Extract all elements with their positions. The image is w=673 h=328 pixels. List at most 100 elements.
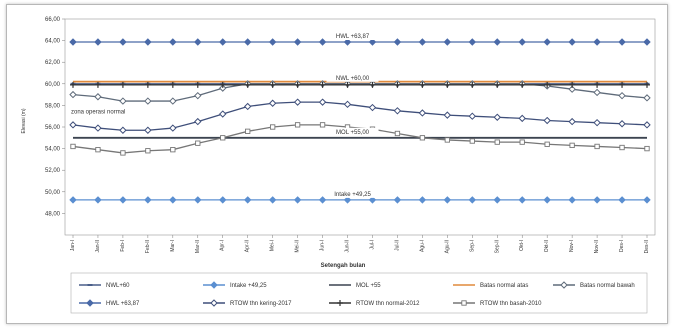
x-tick-label: Nov-I xyxy=(569,240,575,252)
series-1 xyxy=(69,196,651,204)
data-point xyxy=(70,81,76,88)
series-5 xyxy=(69,38,651,46)
data-point xyxy=(194,38,202,46)
data-point xyxy=(268,196,277,204)
annotation-label: zona operasi normal xyxy=(71,109,125,115)
data-point xyxy=(461,300,467,306)
y-tick-label: 56,00 xyxy=(45,125,61,131)
data-point xyxy=(244,81,251,88)
data-point xyxy=(518,38,526,46)
data-point xyxy=(618,91,626,100)
data-point xyxy=(144,126,152,134)
data-point xyxy=(343,100,352,109)
x-tick-label: Jul-II xyxy=(394,240,400,251)
data-point xyxy=(343,38,352,46)
data-point xyxy=(560,281,568,289)
data-point xyxy=(194,117,202,126)
data-point xyxy=(343,196,352,204)
series-6 xyxy=(69,98,651,134)
data-point xyxy=(543,196,551,204)
data-point xyxy=(344,81,351,88)
data-point xyxy=(544,141,550,147)
annotation-layer: HWL +63,87 NWL +60,00 zona operasi normal M… xyxy=(70,32,379,198)
legend-item: RTOW thn kering-2017 xyxy=(203,299,292,307)
data-point xyxy=(219,84,227,92)
data-point xyxy=(170,147,176,153)
data-point xyxy=(144,196,152,204)
legend-label: HWL +63,87 xyxy=(106,301,140,307)
data-point xyxy=(468,38,477,46)
data-point xyxy=(369,81,376,88)
data-point xyxy=(368,103,377,112)
x-tick-label: Jun-II xyxy=(345,240,351,253)
data-point xyxy=(94,81,101,88)
data-point xyxy=(618,38,626,46)
data-point xyxy=(469,138,475,144)
data-point xyxy=(194,81,201,88)
data-point xyxy=(269,81,276,88)
y-tick-label: 64,00 xyxy=(45,39,61,45)
data-point xyxy=(70,143,76,150)
data-point xyxy=(468,196,477,204)
y-tick-label: 54,00 xyxy=(45,147,61,153)
series-8 xyxy=(70,122,650,156)
data-point xyxy=(443,38,452,46)
x-tick-label: Mei-II xyxy=(295,240,301,253)
data-point xyxy=(119,97,127,105)
legend-label: NWL+60 xyxy=(106,283,130,289)
data-point xyxy=(219,196,227,204)
data-point xyxy=(69,38,77,46)
x-tick-label: Mei-I xyxy=(270,240,276,251)
data-point xyxy=(195,140,201,146)
data-point xyxy=(94,196,102,204)
legend-item: Intake +49,25 xyxy=(203,281,267,289)
data-point xyxy=(643,38,651,46)
data-point xyxy=(494,139,500,145)
series-line xyxy=(72,101,648,131)
x-tick-label: Jul-I xyxy=(369,240,375,249)
data-point xyxy=(368,196,377,204)
legend-box xyxy=(70,272,648,314)
data-point xyxy=(594,81,601,88)
data-point xyxy=(337,300,343,306)
x-tick-label: Okt-II xyxy=(544,240,550,252)
data-point xyxy=(568,38,576,46)
data-point xyxy=(644,145,650,152)
annotation-label: HWL +63,87 xyxy=(336,34,370,40)
elevation-chart: 66,00 64,00 62,00 60,00 58,00 56,00 54,00 52,00… xyxy=(21,17,656,314)
series-layer xyxy=(69,38,651,204)
data-point xyxy=(318,196,327,204)
data-point xyxy=(245,128,251,134)
annotation-label: NWL +60,00 xyxy=(336,76,370,82)
y-tick-label: 62,00 xyxy=(45,60,61,66)
data-point xyxy=(144,97,152,105)
data-point xyxy=(95,147,101,153)
data-point xyxy=(618,120,626,128)
data-point xyxy=(518,114,526,123)
x-tick-label: Mar-II xyxy=(195,240,201,253)
legend-item: HWL +63,87 xyxy=(79,299,140,307)
legend-label: RTOW thn kering-2017 xyxy=(230,301,292,307)
data-point xyxy=(169,38,177,46)
data-point xyxy=(519,81,526,88)
data-point xyxy=(543,116,551,125)
data-point xyxy=(219,110,227,118)
data-point xyxy=(293,196,302,204)
data-point xyxy=(494,81,501,88)
y-axis: 66,00 64,00 62,00 60,00 58,00 56,00 54,00 52,00… xyxy=(45,17,65,217)
data-point xyxy=(319,81,326,88)
y-axis-label: Elevasi (m) xyxy=(21,108,27,133)
legend-item: MOL +55 xyxy=(329,283,381,289)
data-point xyxy=(569,142,575,149)
data-point xyxy=(144,38,152,46)
series-7 xyxy=(70,81,650,88)
data-point xyxy=(593,196,601,204)
data-point xyxy=(94,124,102,132)
data-point xyxy=(444,81,451,88)
data-point xyxy=(119,81,126,88)
data-point xyxy=(268,99,277,107)
y-tick-label: 60,00 xyxy=(45,82,61,88)
x-tick-label: Mar-I xyxy=(170,240,176,252)
data-point xyxy=(119,126,127,134)
annotation-bg xyxy=(326,127,379,136)
